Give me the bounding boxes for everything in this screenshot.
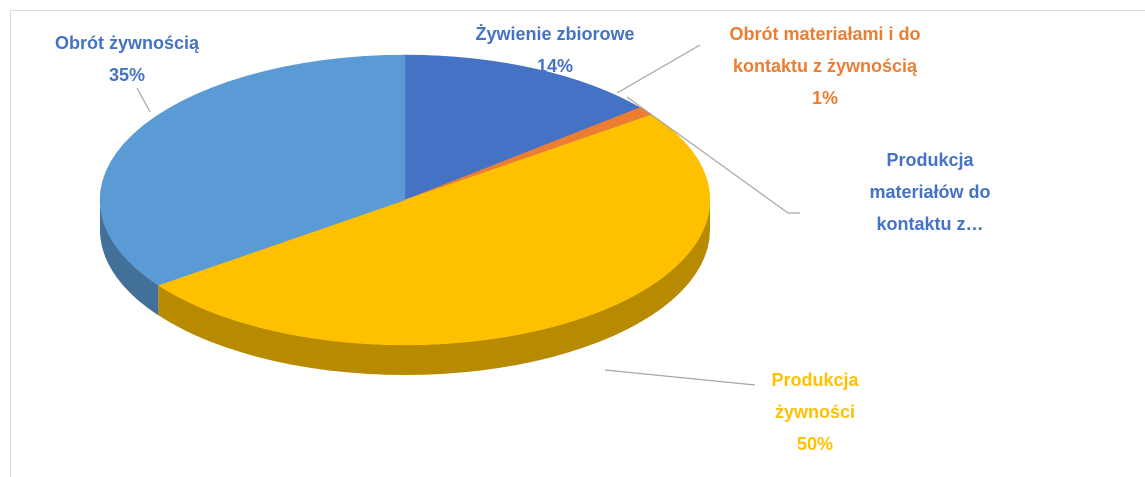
slice — [404, 54, 641, 201]
slice-side — [158, 200, 710, 375]
leader-line — [604, 369, 756, 386]
category-label: Żywienie zbiorowe — [475, 24, 635, 44]
leader-line — [136, 87, 151, 113]
data-label: Żywienie zbiorowe 14% — [445, 18, 665, 82]
leader-line — [616, 44, 701, 94]
value-label: 1% — [811, 88, 838, 108]
data-label: Obrót materiałami i do kontaktu z żywnoś… — [715, 18, 935, 114]
category-label: Produkcja żywności — [771, 370, 859, 422]
data-label: Obrót żywnością 35% — [17, 27, 237, 91]
data-label: Produkcja materiałów do kontaktu z… — [845, 144, 1015, 240]
frame — [10, 10, 1145, 477]
leader-line — [626, 96, 800, 214]
slice — [99, 54, 406, 286]
value-label: 35% — [108, 65, 146, 85]
value-label: 50% — [796, 434, 834, 454]
value-label: 14% — [536, 56, 574, 76]
data-label: Produkcja żywności 50% — [740, 364, 890, 460]
slice — [157, 114, 711, 346]
category-label: Obrót materiałami i do kontaktu z żywnoś… — [729, 24, 921, 76]
slice-side — [100, 200, 159, 316]
category-label: Produkcja materiałów do kontaktu z… — [869, 150, 991, 234]
category-label: Obrót żywnością — [54, 33, 200, 53]
